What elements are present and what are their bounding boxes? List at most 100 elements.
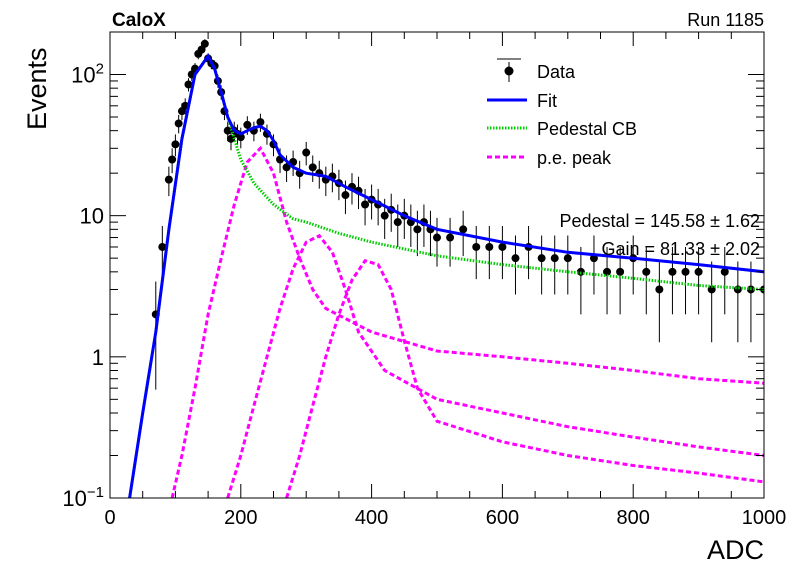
- data-point: [668, 246, 677, 315]
- data-point-marker: [603, 267, 612, 276]
- y-tick-label: 102: [71, 60, 104, 87]
- legend-label-data: Data: [537, 62, 576, 82]
- data-point-marker: [282, 163, 291, 172]
- data-point: [603, 246, 612, 315]
- y-tick-label: 10−1: [62, 484, 104, 511]
- data-point: [563, 235, 572, 295]
- data-point: [655, 261, 664, 343]
- data-point-marker: [341, 191, 350, 200]
- x-tick-label: 200: [224, 507, 257, 529]
- data-point: [694, 246, 703, 315]
- data-point: [174, 114, 183, 134]
- pedestal-series: [128, 53, 764, 498]
- data-point-marker: [733, 285, 742, 294]
- data-point-marker: [184, 80, 193, 89]
- pedestal-curve: [128, 53, 764, 498]
- data-point: [308, 155, 317, 183]
- axes: 0 200 400 600 800 1000 10−1 1 10 102: [62, 31, 787, 529]
- data-point: [164, 166, 173, 197]
- data-point-marker: [472, 242, 481, 251]
- y-tick-label: 1: [92, 345, 104, 370]
- data-point-marker: [616, 267, 625, 276]
- data-point-marker: [174, 119, 183, 128]
- x-tick-label: 800: [617, 507, 650, 529]
- legend-item-data: Data: [497, 58, 576, 82]
- x-tick-label: 400: [355, 507, 388, 529]
- experiment-label: CaloX: [112, 10, 166, 31]
- annotation-gain: Gain = 81.33 ± 2.02: [602, 239, 761, 259]
- data-point-marker: [243, 120, 252, 129]
- data-point: [184, 78, 193, 92]
- data-point-marker: [236, 133, 245, 142]
- data-point-marker: [308, 163, 317, 172]
- data-point: [550, 235, 559, 295]
- data-point-marker: [256, 118, 265, 127]
- data-point-marker: [642, 267, 651, 276]
- data-point: [236, 127, 245, 149]
- legend: Data Fit Pedestal CB p.e. peak: [487, 58, 637, 168]
- data-point-marker: [164, 175, 173, 184]
- data-point-marker: [498, 242, 507, 251]
- plot-layers: [128, 39, 764, 498]
- x-tick-label: 1000: [742, 507, 787, 529]
- data-point: [302, 141, 311, 166]
- legend-item-pedestal: Pedestal CB: [487, 119, 637, 139]
- legend-label-pedestal: Pedestal CB: [537, 119, 637, 139]
- data-point: [498, 225, 507, 280]
- data-point-marker: [200, 39, 209, 48]
- data-point: [197, 44, 206, 55]
- data-point-marker: [158, 242, 167, 251]
- data-point-marker: [393, 218, 402, 227]
- data-point: [168, 148, 177, 174]
- legend-item-fit: Fit: [487, 91, 557, 111]
- data-point: [200, 39, 209, 49]
- legend-data-marker: [504, 66, 514, 76]
- data-point: [537, 235, 546, 295]
- legend-label-fit: Fit: [537, 91, 557, 111]
- data-point-marker: [537, 254, 546, 263]
- data-point-marker: [413, 225, 422, 234]
- pe-peak-series: [170, 145, 764, 498]
- data-point-marker: [361, 200, 370, 209]
- data-point-marker: [302, 148, 311, 157]
- data-point: [256, 113, 265, 132]
- data-point-marker: [197, 45, 206, 54]
- data-point-marker: [681, 267, 690, 276]
- data-point: [413, 210, 422, 257]
- x-tick-label: 600: [486, 507, 519, 529]
- data-point-marker: [720, 267, 729, 276]
- run-label: Run 1185: [687, 10, 764, 30]
- data-point: [433, 217, 441, 267]
- fit-series: [128, 53, 764, 498]
- y-tick-label: 10: [80, 204, 104, 229]
- data-point-marker: [459, 225, 468, 234]
- data-point: [681, 246, 690, 315]
- data-point-marker: [223, 126, 232, 135]
- data-point-marker: [171, 140, 180, 149]
- fit-curve: [128, 53, 764, 498]
- data-point-marker: [485, 242, 494, 251]
- pe-peak-curve-2: [226, 233, 764, 498]
- pe-peak-curve-1: [170, 145, 764, 498]
- legend-label-pe-peak: p.e. peak: [537, 148, 612, 168]
- annotation-pedestal: Pedestal = 145.58 ± 1.62: [559, 211, 760, 231]
- data-point-marker: [668, 267, 677, 276]
- data-point-marker: [563, 254, 572, 263]
- y-axis-title: Events: [22, 47, 52, 130]
- data-point-marker: [380, 211, 389, 220]
- legend-item-pe-peak: p.e. peak: [487, 148, 612, 168]
- pe-peak-curve-3: [285, 258, 764, 498]
- data-point-marker: [433, 233, 441, 242]
- data-point-marker: [550, 254, 559, 263]
- data-point: [720, 246, 729, 315]
- data-point-marker: [511, 254, 520, 263]
- data-point-marker: [168, 155, 177, 164]
- data-point: [171, 134, 180, 157]
- x-axis-title: ADC: [707, 535, 764, 565]
- data-point: [472, 225, 481, 280]
- data-point-marker: [655, 285, 664, 294]
- data-point: [485, 225, 494, 280]
- data-point-marker: [446, 233, 455, 242]
